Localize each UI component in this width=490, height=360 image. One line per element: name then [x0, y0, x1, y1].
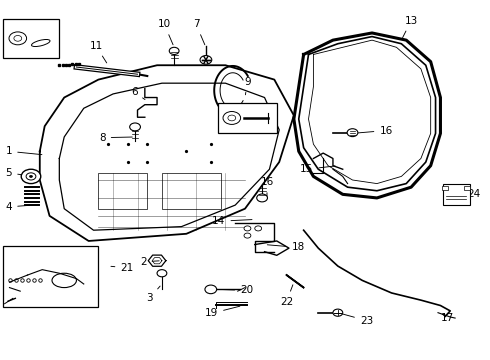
Text: 8: 8: [99, 133, 132, 143]
Circle shape: [21, 169, 41, 184]
Text: 18: 18: [268, 242, 305, 252]
Text: 24: 24: [458, 189, 481, 199]
Circle shape: [257, 194, 268, 202]
Text: 13: 13: [403, 16, 418, 38]
Circle shape: [169, 47, 179, 54]
Text: 19: 19: [205, 306, 240, 318]
Circle shape: [157, 270, 167, 277]
Bar: [442, 186, 448, 190]
Text: 1: 1: [5, 146, 42, 156]
Bar: [162, 173, 220, 209]
Text: 16: 16: [260, 177, 273, 199]
Text: 9: 9: [244, 77, 251, 95]
Text: 20: 20: [221, 285, 253, 296]
Text: 14: 14: [212, 216, 252, 226]
Circle shape: [244, 233, 251, 238]
Bar: [3, 246, 98, 307]
Circle shape: [333, 309, 343, 316]
Bar: [465, 186, 470, 190]
Bar: [443, 184, 470, 205]
Circle shape: [244, 226, 251, 231]
Text: 23: 23: [341, 314, 373, 325]
Text: 17: 17: [441, 314, 454, 323]
Text: 15: 15: [300, 164, 335, 174]
Bar: [98, 173, 147, 209]
Circle shape: [255, 226, 262, 231]
Text: 2: 2: [140, 257, 159, 267]
Circle shape: [14, 36, 22, 41]
Text: 4: 4: [5, 202, 30, 212]
Text: 7: 7: [193, 19, 205, 45]
Text: 11: 11: [89, 41, 107, 63]
Circle shape: [200, 55, 212, 64]
Bar: [218, 103, 277, 134]
Text: 22: 22: [280, 285, 293, 307]
Text: 10: 10: [158, 19, 173, 45]
Circle shape: [228, 115, 236, 121]
Ellipse shape: [31, 40, 50, 46]
Bar: [3, 19, 59, 58]
Text: 16: 16: [355, 126, 392, 135]
Text: 3: 3: [147, 286, 160, 303]
Circle shape: [9, 32, 26, 45]
Text: 21: 21: [111, 263, 134, 273]
Circle shape: [29, 175, 32, 177]
Circle shape: [223, 112, 241, 125]
Text: 5: 5: [5, 168, 30, 178]
Circle shape: [205, 285, 217, 294]
Circle shape: [347, 129, 358, 136]
Text: 6: 6: [131, 87, 145, 99]
Circle shape: [130, 123, 141, 131]
Text: 12: 12: [4, 19, 24, 49]
Circle shape: [26, 173, 36, 180]
